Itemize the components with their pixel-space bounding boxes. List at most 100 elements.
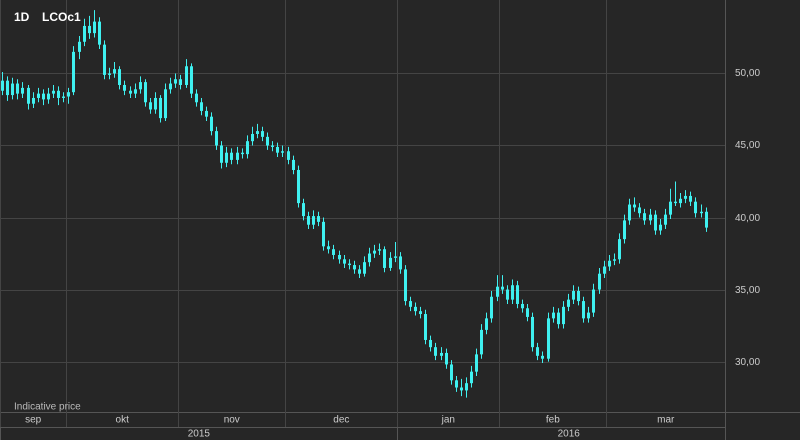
candle-body: [623, 220, 626, 240]
candle-body: [557, 312, 560, 325]
candle-body: [276, 146, 279, 153]
candle-body: [496, 286, 499, 297]
candle-body: [429, 339, 432, 348]
interval: 1D: [14, 10, 30, 24]
x-tick-label: jan: [441, 415, 455, 426]
grid: [0, 0, 725, 427]
candle-body: [536, 347, 539, 356]
y-tick-label: 30,00: [735, 357, 760, 368]
candle-body: [179, 79, 182, 85]
plot: [1, 10, 708, 398]
candle-body: [547, 318, 550, 359]
y-tick-label: 50,00: [735, 68, 760, 79]
candle-body: [353, 265, 356, 270]
candle-body: [261, 131, 264, 137]
candle-body: [445, 352, 448, 365]
candle-body: [526, 308, 529, 317]
candle-body: [338, 254, 341, 260]
candle-body: [516, 285, 519, 304]
candle-body: [292, 159, 295, 170]
candle-body: [434, 347, 437, 356]
candle-body: [450, 364, 453, 381]
candle-body: [246, 141, 249, 155]
candle-body: [343, 259, 346, 264]
candle-body: [368, 253, 371, 263]
candle-body: [618, 239, 621, 260]
note: Indicative price: [14, 402, 81, 413]
x-tick-label: okt: [116, 415, 130, 426]
candle-body: [572, 290, 575, 300]
candle-body: [16, 83, 19, 94]
candle-body: [67, 92, 70, 97]
candle-body: [281, 151, 284, 153]
candle-body: [78, 41, 81, 52]
candle-body: [174, 79, 177, 84]
candle-body: [205, 110, 208, 117]
candle-body: [643, 213, 646, 221]
year-label: 2015: [188, 429, 211, 440]
candle-body: [608, 260, 611, 267]
candle-body: [414, 306, 417, 312]
candle-body: [332, 249, 335, 255]
candle-body: [506, 289, 509, 300]
candle-body: [220, 145, 223, 163]
candle-body: [552, 312, 555, 319]
candle-body: [327, 246, 330, 250]
candle-body: [93, 21, 96, 34]
candle-body: [562, 306, 565, 325]
candle-body: [103, 44, 106, 75]
candle-body: [649, 214, 652, 221]
candle-body: [684, 195, 687, 199]
candle-body: [200, 102, 203, 111]
candle-body: [164, 89, 167, 119]
candle-body: [83, 25, 86, 42]
candle-body: [399, 256, 402, 270]
candle-body: [113, 69, 116, 74]
candle-body: [236, 152, 239, 160]
candle-body: [149, 102, 152, 110]
candle-body: [302, 203, 305, 217]
candle-body: [348, 263, 351, 266]
candle-body: [322, 221, 325, 247]
candle-body: [225, 152, 228, 163]
y-tick-label: 45,00: [735, 140, 760, 151]
candle-body: [490, 296, 493, 319]
candle-body: [144, 82, 147, 103]
candle-body: [108, 73, 111, 75]
candle-body: [190, 66, 193, 94]
candle-body: [378, 249, 381, 251]
candle-body: [88, 25, 91, 34]
candle-body: [440, 352, 443, 356]
candle-body: [638, 207, 641, 214]
candle-body: [159, 97, 162, 119]
x-tick-label: feb: [546, 415, 560, 426]
candle-body: [613, 259, 616, 261]
symbol: LCOc1: [42, 10, 81, 24]
candle-body: [42, 93, 45, 100]
candle-body: [21, 87, 24, 94]
candle-body: [598, 273, 601, 290]
candle-body: [455, 380, 458, 388]
candle-body: [72, 51, 75, 93]
candle-body: [27, 87, 30, 104]
candle-body: [654, 214, 657, 231]
candle-body: [541, 355, 544, 359]
candle-body: [297, 169, 300, 204]
candle-body: [577, 290, 580, 302]
candle-body: [241, 152, 244, 155]
candle-body: [266, 136, 269, 146]
candle-body: [47, 93, 50, 100]
candle-body: [363, 262, 366, 274]
candle-body: [215, 131, 218, 146]
x-tick-label: nov: [224, 415, 240, 426]
x-tick-label: mar: [657, 415, 675, 426]
candle-body: [169, 83, 172, 90]
candle-body: [694, 201, 697, 214]
candle-body: [592, 289, 595, 313]
candle-body: [185, 66, 188, 85]
candle-body: [521, 303, 524, 309]
x-tick-label: dec: [333, 415, 349, 426]
candle-body: [6, 80, 9, 96]
